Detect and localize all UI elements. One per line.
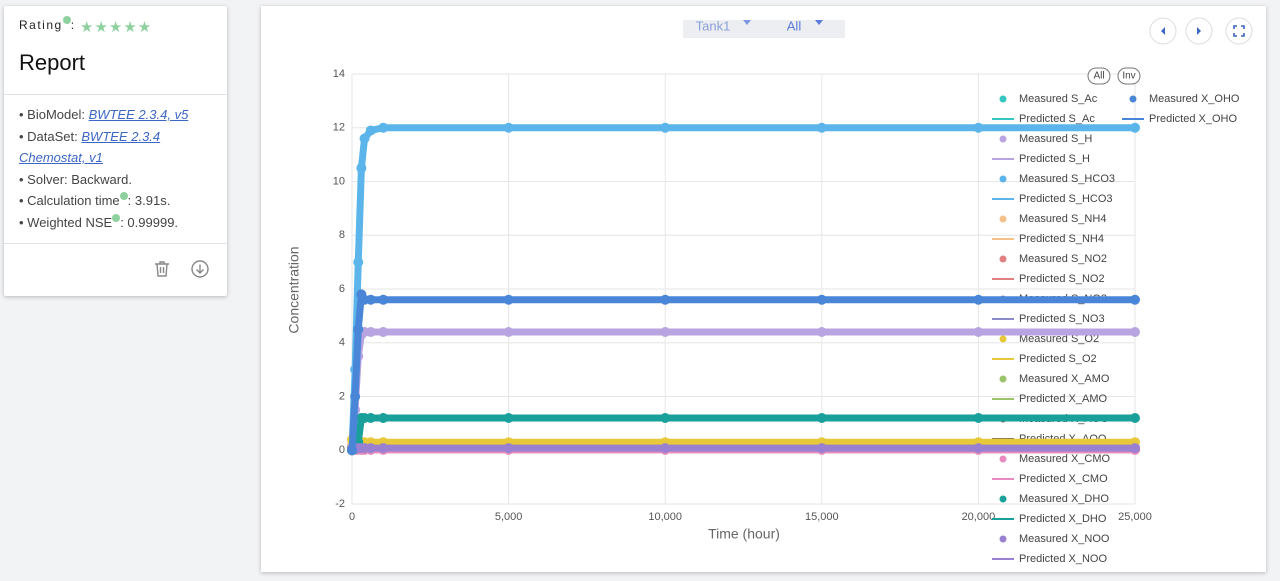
- legend-marker: [1129, 95, 1137, 103]
- legend-label[interactable]: Predicted S_NO2: [1019, 273, 1105, 285]
- chart-panel: Tank1 All Concentration Time (hour) -2 0 2…: [261, 6, 1266, 572]
- link[interactable]: BWTEE 2.3.4, v5: [88, 107, 189, 122]
- legend-label[interactable]: Measured X_OHO: [1149, 93, 1240, 105]
- legend-label[interactable]: Predicted X_AMO: [1019, 393, 1107, 405]
- x-tick-label: 15,000: [805, 511, 839, 523]
- divider: [4, 94, 227, 95]
- delete-button[interactable]: [153, 260, 171, 278]
- legend-label[interactable]: Measured S_O2: [1019, 333, 1099, 345]
- x-tick-label: 0: [349, 511, 355, 523]
- rating-suffix: :: [70, 18, 76, 32]
- legend-button-frame: [1087, 67, 1111, 85]
- dropdown-text: All: [787, 18, 802, 33]
- legend-button[interactable]: All: [1093, 71, 1104, 82]
- legend-label[interactable]: Measured X_AMO: [1019, 373, 1110, 385]
- tank-dropdown[interactable]: Tank1: [696, 18, 751, 33]
- data-line: [348, 290, 1139, 454]
- legend-marker: [999, 495, 1007, 503]
- item: • BioModel: BWTEE 2.3.4, v5: [19, 107, 189, 122]
- legend-label[interactable]: Predicted S_NO3: [1019, 313, 1105, 325]
- divider: [4, 243, 227, 244]
- item-label: Weighted NSE: [27, 214, 113, 230]
- y-tick-label: 4: [339, 337, 345, 349]
- y-tick-label: 6: [339, 283, 345, 295]
- legend-label[interactable]: Predicted X_CMO: [1019, 473, 1108, 485]
- legend-marker: [999, 215, 1007, 223]
- data-line: [348, 124, 1139, 454]
- report-card: Rating: ★★★★★ Report • BioModel: BWTEE 2…: [4, 6, 227, 296]
- x-tick-label: 5,000: [495, 511, 523, 523]
- legend-label[interactable]: Predicted X_NOO: [1019, 553, 1107, 565]
- legend-label[interactable]: Predicted X_DHO: [1019, 513, 1107, 525]
- legend-label[interactable]: Predicted S_H: [1019, 153, 1090, 165]
- legend-label[interactable]: Predicted S_HCO3: [1019, 193, 1113, 205]
- rating-label: Rating: [19, 18, 63, 32]
- legend-marker: [999, 335, 1007, 343]
- y-tick-label: -2: [335, 498, 345, 510]
- next-button[interactable]: [1185, 17, 1213, 45]
- legend-label[interactable]: Predicted S_O2: [1019, 353, 1097, 365]
- item: • DataSet: BWTEE 2.3.4 Chemostat, v1: [19, 128, 161, 166]
- data-line: [348, 436, 1139, 446]
- stars: ★★★★★: [80, 19, 153, 36]
- dropdown-text: Tank1: [696, 18, 731, 33]
- item-label: Solver: Backward.: [27, 171, 132, 187]
- legend-marker: [999, 135, 1007, 143]
- legend-label[interactable]: Measured X_CMO: [1019, 453, 1111, 465]
- y-tick-label: 2: [339, 390, 345, 402]
- rating: Rating:: [19, 16, 76, 32]
- legend-label[interactable]: Predicted S_NH4: [1019, 233, 1104, 245]
- legend-label[interactable]: Predicted S_Ac: [1019, 113, 1095, 125]
- y-axis-label: Concentration: [286, 246, 302, 333]
- download-button[interactable]: [191, 260, 209, 278]
- legend-label[interactable]: Measured X_NOO: [1019, 533, 1110, 545]
- legend-label[interactable]: Measured S_NO2: [1019, 253, 1107, 265]
- legend-label[interactable]: Measured X_DHO: [1019, 493, 1109, 505]
- item: • Weighted NSE: 0.99999.: [19, 213, 179, 230]
- legend-marker: [999, 375, 1007, 383]
- legend-label[interactable]: Predicted X_OHO: [1149, 113, 1237, 125]
- y-tick-label: 0: [339, 444, 345, 456]
- y-tick-label: 12: [333, 122, 345, 134]
- x-axis-label: Time (hour): [708, 526, 780, 542]
- legend-label[interactable]: Measured S_HCO3: [1019, 173, 1115, 185]
- info-icon: [112, 213, 121, 222]
- item-label: BioModel:: [27, 107, 85, 122]
- item-label: DataSet:: [27, 128, 78, 144]
- fullscreen-button[interactable]: [1225, 17, 1253, 45]
- chart: Tank1 All Concentration Time (hour) -2 0 2…: [286, 17, 1253, 565]
- legend-button-frame: [1117, 67, 1141, 85]
- filter-dropdown[interactable]: All: [787, 18, 823, 33]
- y-tick-label: 8: [339, 229, 345, 241]
- legend-marker: [999, 535, 1007, 543]
- legend-marker: [999, 255, 1007, 263]
- legend-marker: [999, 95, 1007, 103]
- report-items: • BioModel: BWTEE 2.3.4, v5 • DataSet: B…: [19, 104, 219, 233]
- legend-label[interactable]: Measured S_H: [1019, 133, 1092, 145]
- item-value: : 3.91s.: [127, 193, 171, 208]
- y-tick-label: 10: [333, 175, 345, 187]
- legend-label[interactable]: Measured S_Ac: [1019, 93, 1098, 105]
- x-tick-label: 10,000: [648, 511, 682, 523]
- item-value: : 0.99999.: [120, 214, 179, 230]
- item: • Solver: Backward.: [19, 171, 132, 187]
- y-tick-label: 14: [333, 68, 345, 80]
- report-title: Report: [19, 50, 86, 75]
- link[interactable]: BWTEE 2.3.4 Chemostat, v1: [19, 128, 161, 166]
- dropdown-bg: [683, 20, 845, 38]
- legend-marker: [999, 175, 1007, 183]
- legend-marker: [999, 455, 1007, 463]
- x-tick-label: 20,000: [962, 511, 996, 523]
- info-icon: [62, 16, 71, 24]
- legend-button[interactable]: Inv: [1122, 71, 1135, 82]
- info-icon: [119, 192, 128, 200]
- data-line: [348, 328, 1139, 454]
- legend-label[interactable]: Measured S_NH4: [1019, 213, 1106, 225]
- x-tick-label: 25,000: [1118, 511, 1152, 523]
- prev-button[interactable]: [1149, 17, 1177, 45]
- item-label: Calculation time: [27, 193, 120, 208]
- item: • Calculation time: 3.91s.: [19, 192, 171, 208]
